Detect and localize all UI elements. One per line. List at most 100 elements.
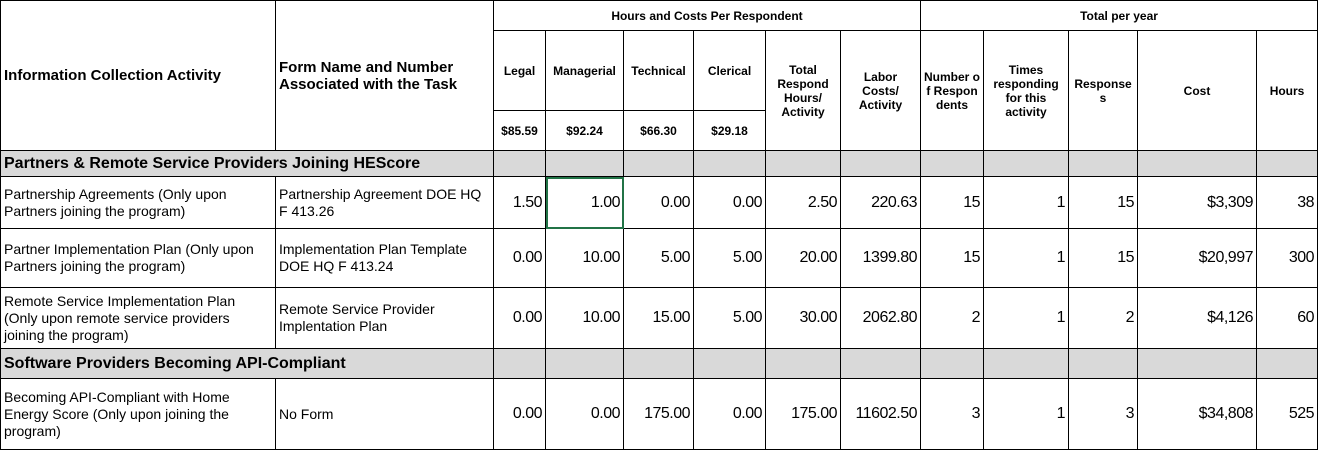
section-cell	[545, 150, 624, 177]
number-cell: $3,309	[1137, 176, 1257, 229]
number-cell: 15.00	[623, 287, 694, 349]
rate-cell: $85.59	[493, 110, 546, 151]
number-cell: 0.00	[623, 176, 694, 229]
table-row: Information Collection Activity Form Name…	[0, 0, 1319, 151]
section-title: Partners & Remote Service Providers Join…	[0, 150, 494, 177]
rate-cell: $92.24	[545, 110, 624, 151]
table-row: Becoming API-Compliant with Home Energy …	[0, 378, 1319, 450]
number-cell: $34,808	[1137, 378, 1257, 450]
table-row: Legal Managerial Technical Clerical Total Re…	[1, 30, 1319, 151]
number-cell: 0.00	[693, 378, 766, 450]
text-cell: Becoming API-Compliant with Home Energy …	[0, 378, 276, 450]
rate-cell: $66.30	[623, 110, 694, 151]
table-row: Remote Service Implementation Plan (Only…	[0, 287, 1319, 349]
section-cell	[623, 150, 694, 177]
number-cell: 1	[983, 228, 1069, 288]
number-cell: 0.00	[493, 228, 546, 288]
text-cell: Partnership Agreements (Only upon Partne…	[0, 176, 276, 229]
header-cell: Times responding for this activity	[983, 30, 1069, 151]
number-cell: 38	[1255, 176, 1319, 229]
section-cell	[1255, 150, 1319, 177]
text-cell: Remote Service Implementation Plan (Only…	[0, 287, 276, 349]
section-cell	[840, 150, 921, 177]
section-cell	[545, 348, 624, 379]
header-cell: Cost	[1137, 30, 1257, 151]
header-cell: Total Respond Hours/ Activity	[765, 30, 841, 151]
header-cell: Form Name and Number Associated with the…	[275, 0, 494, 151]
table-row: $85.59 $92.24 $66.30 $29.18	[1, 110, 1318, 151]
number-cell: 10.00	[545, 287, 624, 349]
number-cell: 220.63	[840, 176, 921, 229]
number-cell: 2.50	[765, 176, 841, 229]
header-cell: Information Collection Activity	[0, 0, 276, 151]
number-cell: $20,997	[1137, 228, 1257, 288]
number-cell: 0.00	[693, 176, 766, 229]
table-row: Partner Implementation Plan (Only upon P…	[0, 228, 1319, 288]
number-cell: 5.00	[693, 287, 766, 349]
header-cell: Clerical	[693, 30, 766, 111]
header-cell: Legal	[493, 30, 546, 111]
number-cell: 300	[1255, 228, 1319, 288]
number-cell: 30.00	[765, 287, 841, 349]
number-cell: $4,126	[1137, 287, 1257, 349]
section-cell	[765, 150, 841, 177]
number-cell: 60	[1255, 287, 1319, 349]
text-cell: Implementation Plan Template DOE HQ F 41…	[275, 228, 494, 288]
header-cell: Labor Costs/ Activity	[840, 30, 921, 151]
section-cell	[1137, 150, 1257, 177]
header-cell: Responses	[1068, 30, 1138, 151]
section-cell	[1137, 348, 1257, 379]
number-cell: 11602.50	[840, 378, 921, 450]
header-cell: Hours	[1255, 30, 1319, 151]
number-cell: 3	[1068, 378, 1138, 450]
number-cell: 0.00	[493, 378, 546, 450]
number-cell: 15	[1068, 176, 1138, 229]
section-cell	[983, 348, 1069, 379]
section-cell	[1255, 348, 1319, 379]
number-cell: 2062.80	[840, 287, 921, 349]
section-cell	[493, 150, 546, 177]
number-cell: 10.00	[545, 228, 624, 288]
number-cell: 15	[920, 176, 984, 229]
table-row: Partnership Agreements (Only upon Partne…	[0, 176, 1319, 229]
number-cell: 5.00	[623, 228, 694, 288]
header-cell: Managerial	[545, 30, 624, 111]
number-cell: 525	[1255, 378, 1319, 450]
table-row: Partners & Remote Service Providers Join…	[0, 150, 1319, 177]
number-cell: 1	[983, 287, 1069, 349]
rate-cell: $29.18	[693, 110, 766, 151]
number-cell: 1	[983, 176, 1069, 229]
number-cell: 175.00	[765, 378, 841, 450]
number-cell: 5.00	[693, 228, 766, 288]
text-cell: Remote Service Provider Implentation Pla…	[275, 287, 494, 349]
section-cell	[920, 348, 984, 379]
number-cell: 15	[1068, 228, 1138, 288]
section-cell	[493, 348, 546, 379]
section-cell	[693, 348, 766, 379]
section-cell	[1068, 348, 1138, 379]
section-cell	[983, 150, 1069, 177]
number-cell: 1.00	[545, 176, 624, 229]
text-cell: No Form	[275, 378, 494, 450]
section-cell	[920, 150, 984, 177]
section-cell	[1068, 150, 1138, 177]
number-cell: 1	[983, 378, 1069, 450]
number-cell: 1.50	[493, 176, 546, 229]
number-cell: 2	[1068, 287, 1138, 349]
number-cell: 2	[920, 287, 984, 349]
group-header: Hours and Costs Per Respondent	[493, 0, 921, 31]
number-cell: 15	[920, 228, 984, 288]
text-cell: Partner Implementation Plan (Only upon P…	[0, 228, 276, 288]
header-cell: Number of Respondents	[920, 30, 984, 151]
number-cell: 20.00	[765, 228, 841, 288]
section-cell	[693, 150, 766, 177]
header-cell: Technical	[623, 30, 694, 111]
section-cell	[840, 348, 921, 379]
number-cell: 175.00	[623, 378, 694, 450]
number-cell: 1399.80	[840, 228, 921, 288]
section-title: Software Providers Becoming API-Complian…	[0, 348, 494, 379]
number-cell: 0.00	[493, 287, 546, 349]
section-cell	[765, 348, 841, 379]
